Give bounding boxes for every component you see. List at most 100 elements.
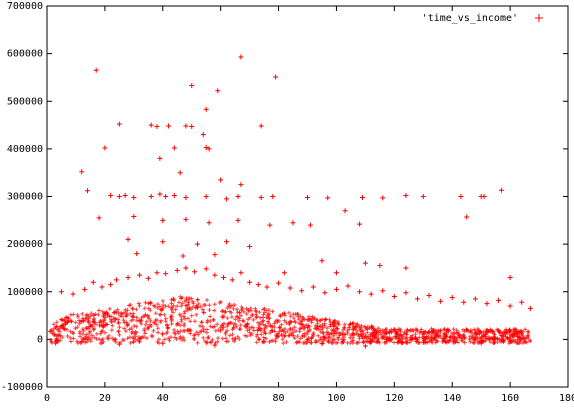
- data-point: [403, 290, 409, 296]
- data-point: [189, 83, 195, 89]
- data-point: [420, 339, 426, 345]
- data-point: [319, 341, 325, 347]
- data-point: [322, 290, 328, 296]
- data-point: [82, 286, 88, 292]
- data-point: [108, 193, 114, 199]
- data-point: [203, 266, 209, 272]
- data-point: [359, 194, 365, 200]
- data-point: [125, 274, 131, 280]
- data-point: [96, 215, 102, 221]
- data-point: [177, 170, 183, 176]
- data-point: [125, 236, 131, 242]
- data-point: [171, 145, 177, 151]
- data-point: [247, 244, 253, 250]
- data-point: [403, 265, 409, 271]
- data-point: [154, 270, 160, 276]
- data-point: [238, 54, 244, 60]
- data-point: [157, 191, 163, 197]
- data-point: [113, 277, 119, 283]
- data-point: [163, 271, 169, 277]
- data-point: [79, 169, 85, 175]
- data-point: [357, 221, 363, 227]
- legend-label: 'time_vs_income': [422, 13, 518, 24]
- data-point: [203, 144, 209, 150]
- x-tick-label: 20: [99, 393, 111, 404]
- data-point: [148, 194, 154, 199]
- data-point: [116, 121, 122, 127]
- data-point: [478, 340, 484, 346]
- data-point: [145, 275, 151, 281]
- data-point: [223, 196, 229, 202]
- data-point: [319, 258, 325, 264]
- data-point: [131, 194, 137, 200]
- data-point: [238, 182, 244, 188]
- data-point: [235, 217, 241, 223]
- data-point: [276, 280, 282, 286]
- data-point: [200, 132, 206, 138]
- x-tick-label: 0: [44, 393, 50, 404]
- data-point: [189, 123, 195, 129]
- data-point: [85, 188, 91, 194]
- data-point: [99, 284, 105, 290]
- data-point: [235, 194, 241, 199]
- data-point: [333, 286, 339, 292]
- data-point: [342, 208, 348, 214]
- data-point: [420, 194, 426, 199]
- y-tick-label: 300000: [7, 192, 43, 203]
- data-point: [258, 194, 264, 200]
- x-tick-label: 40: [157, 393, 169, 404]
- data-point: [496, 297, 502, 303]
- y-tick-label: 200000: [7, 239, 43, 250]
- data-point: [116, 194, 122, 199]
- data-point: [183, 123, 189, 129]
- data-point: [273, 74, 279, 80]
- data-point: [116, 341, 122, 347]
- data-point: [391, 294, 397, 300]
- data-point: [157, 155, 163, 161]
- data-point: [299, 288, 305, 294]
- data-point: [267, 222, 273, 228]
- x-tick-label: 180: [559, 393, 574, 404]
- data-point: [183, 194, 189, 200]
- data-point: [281, 270, 287, 276]
- y-tick-label: 500000: [7, 96, 43, 107]
- data-point: [163, 194, 169, 199]
- data-point: [93, 67, 99, 73]
- data-point: [238, 270, 244, 276]
- data-point: [160, 217, 166, 223]
- data-point: [362, 343, 368, 349]
- data-point: [160, 340, 166, 346]
- data-point: [481, 194, 487, 199]
- data-point: [380, 195, 386, 201]
- data-point: [192, 269, 198, 275]
- y-tick-label: 400000: [7, 144, 43, 155]
- data-point: [174, 267, 180, 273]
- data-point: [70, 291, 76, 297]
- data-point: [368, 291, 374, 297]
- data-point: [108, 282, 114, 288]
- legend-marker: [535, 14, 543, 22]
- data-point: [449, 294, 455, 300]
- data-point: [212, 272, 218, 278]
- data-point: [215, 88, 221, 94]
- data-point: [131, 214, 137, 220]
- data-point: [137, 272, 143, 278]
- y-tick-label: 600000: [7, 49, 43, 60]
- data-point: [223, 239, 229, 245]
- data-point: [362, 260, 368, 266]
- data-point: [258, 123, 264, 129]
- data-point: [247, 279, 253, 285]
- data-point: [287, 285, 293, 291]
- data-point: [206, 220, 212, 226]
- data-point: [261, 339, 267, 345]
- data-point: [472, 296, 478, 302]
- data-point: [380, 288, 386, 294]
- data-point: [264, 284, 270, 290]
- data-point: [148, 122, 154, 128]
- data-point: [458, 194, 464, 199]
- data-point: [166, 123, 172, 129]
- data-point: [218, 177, 224, 183]
- data-point: [270, 194, 276, 199]
- data-point: [519, 299, 525, 305]
- data-point: [79, 339, 85, 345]
